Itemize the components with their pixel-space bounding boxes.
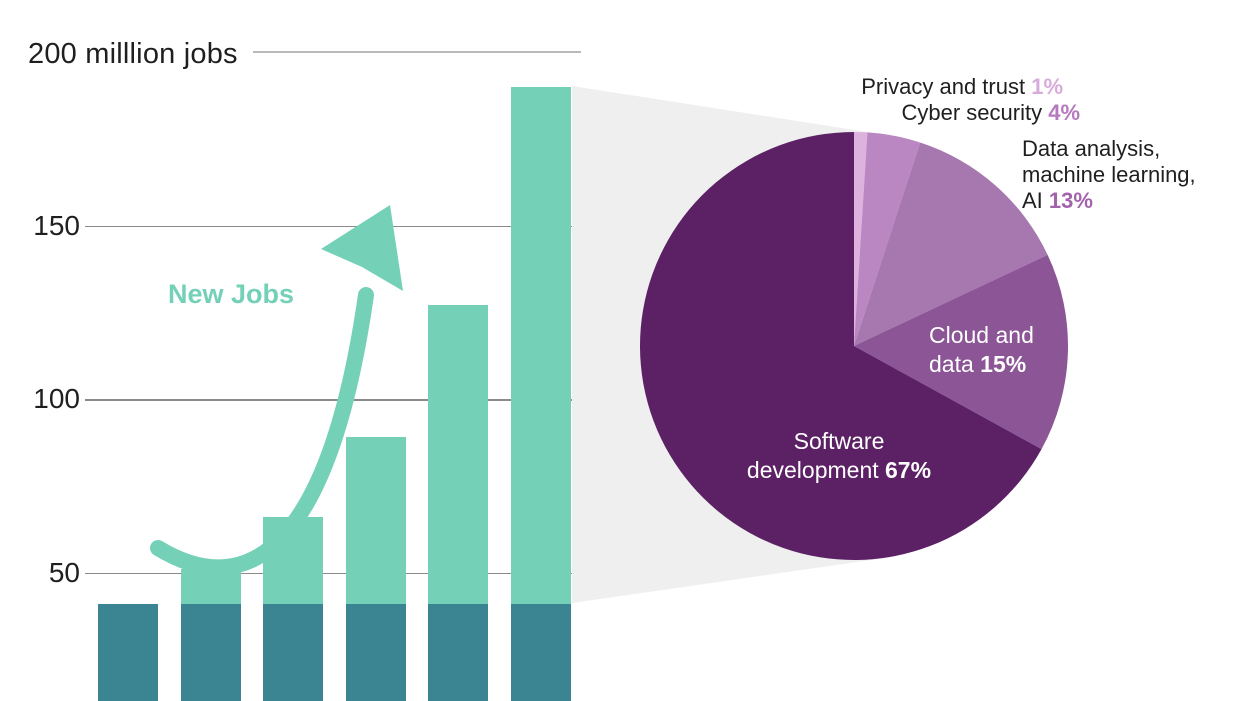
pie-slice-cyber-security bbox=[854, 132, 921, 346]
pie-label-text: Privacy and trust bbox=[861, 74, 1026, 99]
bar-5-new-jobs-segment bbox=[428, 305, 489, 604]
pie-label-text: AI bbox=[1022, 188, 1043, 213]
chart-title: 200 milllion jobs bbox=[28, 38, 238, 70]
pie-label-text: Software bbox=[793, 428, 885, 454]
pie-slice-privacy-and-trust bbox=[854, 132, 868, 346]
bar-1-base-segment bbox=[98, 603, 158, 701]
growth-arrow-head bbox=[321, 205, 403, 291]
pie-label-text: data bbox=[929, 351, 974, 377]
pie-label-cloud-and-data: Cloud and data 15% bbox=[929, 321, 1034, 379]
pie-label-percent: 67% bbox=[885, 457, 932, 483]
y-tick-label-150: 150 bbox=[33, 209, 80, 241]
y-tick-label-50: 50 bbox=[48, 556, 80, 588]
bar-4-base-segment bbox=[345, 603, 406, 701]
pie-slice-data-analysis-ml-ai bbox=[854, 142, 1048, 346]
pie-slice-cloud-and-data bbox=[854, 254, 1069, 450]
y-tick-label-100: 100 bbox=[33, 383, 80, 414]
pie-label-percent: 15% bbox=[980, 351, 1027, 377]
pie-label-text: Cyber security bbox=[901, 100, 1043, 125]
bar-5-base-segment bbox=[428, 603, 489, 701]
bar-4-new-jobs-segment bbox=[345, 437, 406, 604]
bar-6-base-segment bbox=[511, 603, 571, 701]
pie-slice-software-development bbox=[640, 132, 1042, 561]
pie-label-software-development: Software development 67% bbox=[714, 427, 964, 485]
pie-label-percent: 13% bbox=[1048, 188, 1093, 213]
bar-2-base-segment bbox=[180, 603, 241, 701]
pie-label-cyber-security: Cyber security 4% bbox=[901, 100, 1080, 126]
pie-label-text: Cloud and bbox=[929, 322, 1034, 348]
pie-label-text: Data analysis, bbox=[1022, 136, 1161, 161]
bar-6-new-jobs-segment bbox=[511, 86, 571, 604]
growth-arrow-shaft bbox=[150, 287, 374, 576]
pie-label-percent: 4% bbox=[1048, 100, 1080, 125]
pie-label-privacy-and-trust: Privacy and trust 1% bbox=[861, 74, 1063, 100]
pie-label-data-analysis-ml-ai: Data analysis, machine learning, AI 13% bbox=[1022, 136, 1196, 214]
pie-label-text: machine learning, bbox=[1022, 162, 1196, 187]
gridline-50 bbox=[85, 572, 581, 574]
gridline-150 bbox=[85, 225, 581, 227]
bar-3-base-segment bbox=[263, 603, 324, 701]
pie-label-percent: 1% bbox=[1031, 74, 1063, 99]
pie-label-text: development bbox=[746, 457, 879, 483]
gridline-200 bbox=[253, 51, 581, 53]
gridline-100 bbox=[85, 399, 581, 401]
new-jobs-annotation: New Jobs bbox=[168, 279, 295, 309]
